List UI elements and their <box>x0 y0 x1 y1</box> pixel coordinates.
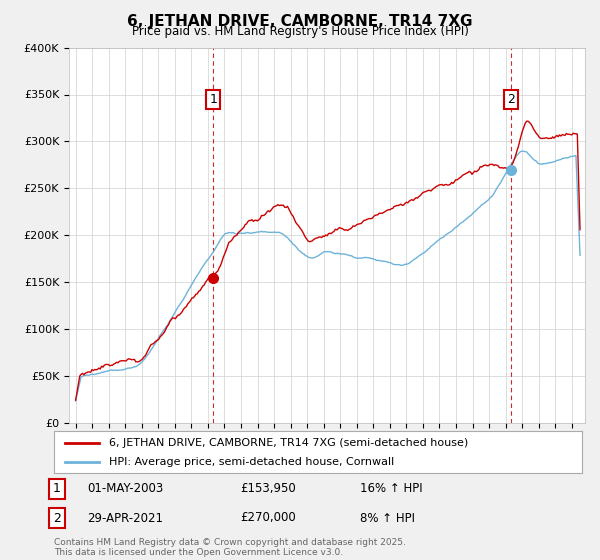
Text: 01-MAY-2003: 01-MAY-2003 <box>87 482 163 496</box>
Text: 2: 2 <box>507 93 515 106</box>
Text: 8% ↑ HPI: 8% ↑ HPI <box>360 511 415 525</box>
Text: £270,000: £270,000 <box>240 511 296 525</box>
Text: 2: 2 <box>53 511 61 525</box>
Text: 1: 1 <box>209 93 217 106</box>
Text: 29-APR-2021: 29-APR-2021 <box>87 511 163 525</box>
Text: HPI: Average price, semi-detached house, Cornwall: HPI: Average price, semi-detached house,… <box>109 457 395 467</box>
Text: 6, JETHAN DRIVE, CAMBORNE, TR14 7XG (semi-detached house): 6, JETHAN DRIVE, CAMBORNE, TR14 7XG (sem… <box>109 437 469 447</box>
Text: £153,950: £153,950 <box>240 482 296 496</box>
Text: 6, JETHAN DRIVE, CAMBORNE, TR14 7XG: 6, JETHAN DRIVE, CAMBORNE, TR14 7XG <box>127 14 473 29</box>
Text: Contains HM Land Registry data © Crown copyright and database right 2025.
This d: Contains HM Land Registry data © Crown c… <box>54 538 406 557</box>
Text: 1: 1 <box>53 482 61 496</box>
Text: Price paid vs. HM Land Registry's House Price Index (HPI): Price paid vs. HM Land Registry's House … <box>131 25 469 38</box>
Text: 16% ↑ HPI: 16% ↑ HPI <box>360 482 422 496</box>
